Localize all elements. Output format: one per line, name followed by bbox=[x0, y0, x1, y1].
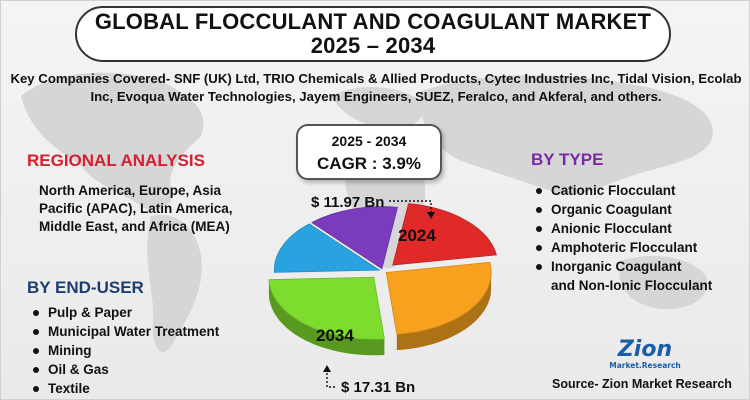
title-banner: GLOBAL FLOCCULANT AND COAGULANT MARKET 2… bbox=[75, 6, 671, 62]
key-companies-text: Key Companies Covered- SNF (UK) Ltd, TRI… bbox=[10, 71, 742, 104]
cagr-value: CAGR : 3.9% bbox=[317, 154, 421, 173]
type-item: Cationic Flocculant bbox=[534, 181, 712, 200]
pie-slice-side bbox=[396, 270, 492, 351]
pie-slice bbox=[268, 276, 385, 340]
end-user-item: Municipal Water Treatment bbox=[31, 322, 219, 341]
end-user-list: Pulp & Paper Municipal Water Treatment M… bbox=[31, 303, 219, 398]
pie-chart bbox=[268, 203, 497, 356]
logo-word: Zion bbox=[617, 337, 673, 362]
source-text: Source- Zion Market Research bbox=[552, 377, 732, 391]
amount-2024-label: $ 11.97 Bn bbox=[311, 194, 385, 211]
amount-2034-label: $ 17.31 Bn bbox=[341, 379, 416, 396]
end-user-item: Mining bbox=[31, 341, 219, 360]
end-user-item: Textile bbox=[31, 379, 219, 398]
logo-subtitle: Market.Research bbox=[609, 361, 681, 370]
year-2024-label: 2024 bbox=[398, 226, 436, 245]
year-2034-label: 2034 bbox=[316, 326, 354, 345]
type-item: and Non-Ionic Flocculant bbox=[551, 278, 713, 293]
regional-analysis-text: North America, Europe, Asia Pacific (APA… bbox=[39, 183, 233, 235]
type-item: Amphoteric Flocculant bbox=[534, 238, 712, 257]
cagr-box: 2025 - 2034 CAGR : 3.9% bbox=[296, 124, 442, 180]
zion-logo: Zion Market.Research bbox=[605, 339, 685, 377]
title-line-2: 2025 – 2034 bbox=[310, 33, 436, 58]
type-item: Anionic Flocculant bbox=[534, 219, 712, 238]
regional-analysis-title: REGIONAL ANALYSIS bbox=[27, 151, 205, 170]
type-item: Inorganic Coagulant bbox=[534, 257, 712, 276]
end-user-item: Pulp & Paper bbox=[31, 303, 219, 322]
by-type-list: Cationic Flocculant Organic Coagulant An… bbox=[534, 181, 712, 295]
pie-slice-side bbox=[268, 279, 385, 356]
by-type-title: BY TYPE bbox=[531, 150, 604, 169]
pie-slice bbox=[385, 261, 492, 335]
type-item: Organic Coagulant bbox=[534, 200, 712, 219]
pie-slice bbox=[273, 223, 381, 273]
end-user-item: Oil & Gas bbox=[31, 360, 219, 379]
cagr-years: 2025 - 2034 bbox=[331, 133, 407, 149]
title-line-1: GLOBAL FLOCCULANT AND COAGULANT MARKET bbox=[94, 9, 652, 34]
end-user-title: BY END-USER bbox=[27, 278, 144, 297]
